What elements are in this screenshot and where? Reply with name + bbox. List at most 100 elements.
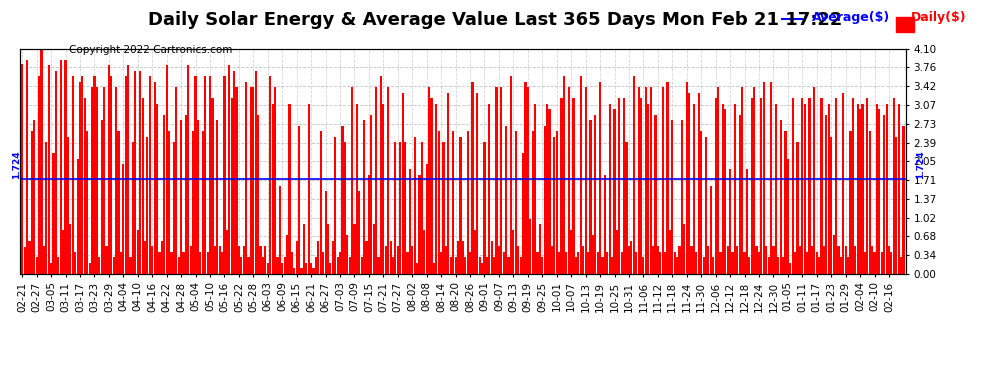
Bar	[707, 246, 710, 274]
Bar	[368, 175, 370, 274]
Bar	[353, 224, 355, 274]
Bar	[243, 246, 245, 274]
Bar	[690, 246, 693, 274]
Bar	[638, 87, 640, 274]
Bar	[570, 230, 572, 274]
Bar	[493, 257, 495, 274]
Bar	[156, 104, 158, 274]
Bar	[654, 115, 656, 274]
Bar	[809, 98, 811, 274]
Bar	[41, 49, 43, 274]
Bar	[640, 98, 643, 274]
Bar	[558, 252, 560, 274]
Bar	[180, 120, 182, 274]
Bar	[298, 126, 300, 274]
Bar	[587, 252, 589, 274]
Bar	[669, 230, 671, 274]
Bar	[144, 241, 147, 274]
Bar	[397, 246, 399, 274]
Bar	[202, 131, 204, 274]
Bar	[43, 246, 45, 274]
Bar	[522, 153, 524, 274]
Bar	[320, 131, 322, 274]
Bar	[436, 104, 438, 274]
Bar	[31, 131, 33, 274]
Bar	[452, 131, 454, 274]
Bar	[813, 87, 816, 274]
Bar	[883, 115, 885, 274]
Bar	[878, 109, 880, 274]
Bar	[534, 104, 537, 274]
Bar	[71, 76, 74, 274]
Bar	[512, 230, 515, 274]
Bar	[505, 126, 507, 274]
Bar	[844, 246, 846, 274]
Bar	[315, 257, 317, 274]
Bar	[775, 104, 777, 274]
Bar	[636, 252, 638, 274]
Bar	[474, 230, 476, 274]
Bar	[575, 257, 577, 274]
Bar	[96, 87, 98, 274]
Bar	[614, 109, 616, 274]
Bar	[821, 98, 823, 274]
Bar	[64, 60, 66, 274]
Bar	[840, 257, 842, 274]
Bar	[103, 87, 105, 274]
Bar	[782, 257, 784, 274]
Bar	[539, 224, 541, 274]
Bar	[293, 268, 295, 274]
Bar	[722, 104, 724, 274]
Bar	[695, 252, 698, 274]
Bar	[147, 136, 148, 274]
Bar	[259, 246, 261, 274]
Bar	[419, 175, 421, 274]
Bar	[546, 104, 548, 274]
Bar	[182, 252, 184, 274]
Bar	[488, 104, 490, 274]
Bar	[681, 120, 683, 274]
Bar	[288, 104, 290, 274]
Bar	[62, 230, 64, 274]
Bar	[495, 87, 498, 274]
Bar	[530, 219, 532, 274]
Bar	[673, 252, 676, 274]
Bar	[113, 257, 115, 274]
Bar	[79, 82, 81, 274]
Bar	[346, 236, 348, 274]
Bar	[199, 252, 201, 274]
Bar	[74, 252, 76, 274]
Bar	[548, 109, 550, 274]
Bar	[84, 98, 86, 274]
Bar	[765, 246, 767, 274]
Bar	[305, 263, 308, 274]
Bar	[652, 246, 654, 274]
Bar	[36, 257, 38, 274]
Bar	[866, 98, 868, 274]
Bar	[351, 87, 353, 274]
Bar	[185, 115, 187, 274]
Text: 1.724: 1.724	[12, 150, 21, 179]
Bar	[322, 252, 325, 274]
Bar	[835, 98, 838, 274]
Bar	[140, 71, 142, 274]
Bar	[402, 93, 404, 274]
Bar	[859, 109, 861, 274]
Bar	[236, 87, 238, 274]
Bar	[269, 76, 271, 274]
Bar	[228, 65, 231, 274]
Bar	[671, 120, 673, 274]
Bar	[148, 76, 150, 274]
Bar	[712, 257, 715, 274]
Bar	[165, 65, 167, 274]
Bar	[204, 76, 206, 274]
Bar	[881, 252, 883, 274]
Bar	[811, 246, 813, 274]
Bar	[525, 82, 527, 274]
Bar	[335, 136, 337, 274]
Bar	[727, 246, 729, 274]
Bar	[478, 257, 481, 274]
Bar	[231, 98, 233, 274]
Bar	[647, 104, 649, 274]
Bar	[565, 252, 567, 274]
